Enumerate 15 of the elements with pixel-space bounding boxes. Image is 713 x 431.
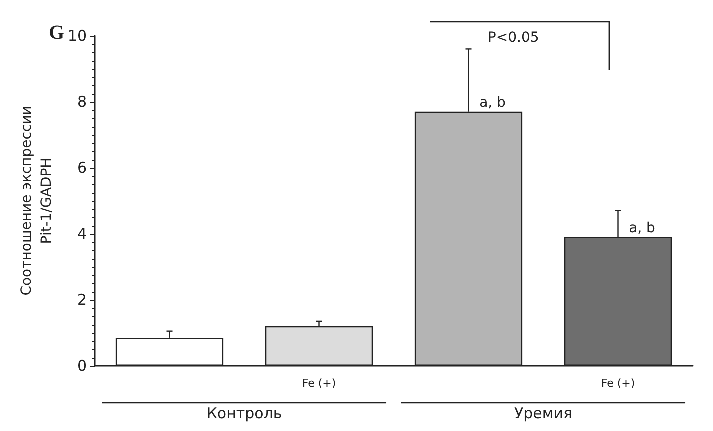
y-tick-label: 2 — [77, 291, 87, 309]
y-tick-label: 6 — [77, 159, 87, 177]
y-tick-label: 10 — [68, 27, 87, 45]
chart-title: G — [49, 22, 65, 44]
annotation: P<0.05 — [488, 30, 540, 46]
x-tick-label: Fe (+) — [302, 377, 336, 390]
y-tick-label: 8 — [77, 93, 87, 111]
annotation: a, b — [480, 94, 506, 111]
y-tick-label: 4 — [77, 225, 87, 243]
y-axis-title: Соотношение экспрессии Pit-1/GADPH — [19, 106, 56, 296]
text: Контроль — [206, 404, 282, 422]
annotation: a, b — [629, 220, 656, 236]
x-tick-label: Fe (+) — [601, 377, 636, 390]
y-tick-label: 0 — [77, 357, 87, 375]
text: Уремия — [514, 404, 572, 422]
